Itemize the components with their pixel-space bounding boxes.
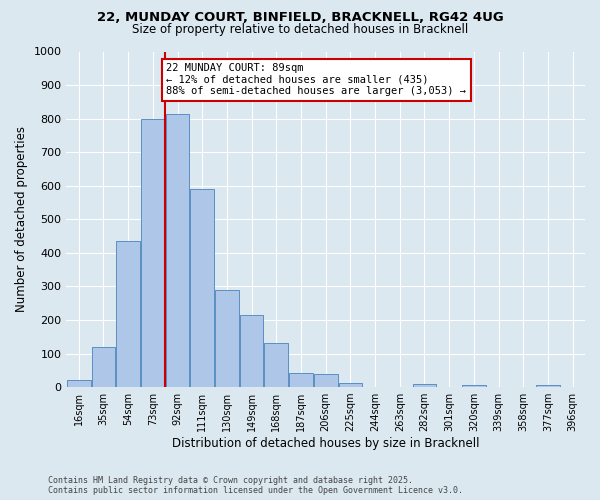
Bar (240, 315, 263, 387)
Bar (166, 114, 190, 387)
Text: Size of property relative to detached houses in Bracknell: Size of property relative to detached ho… (132, 22, 468, 36)
Text: 22, MUNDAY COURT, BINFIELD, BRACKNELL, RG42 4UG: 22, MUNDAY COURT, BINFIELD, BRACKNELL, R… (97, 11, 503, 24)
Y-axis label: Number of detached properties: Number of detached properties (15, 126, 28, 312)
Bar (92, 347, 115, 387)
Bar (265, 344, 288, 387)
Bar (314, 374, 338, 387)
Bar (141, 118, 164, 387)
Bar (536, 386, 560, 387)
Bar (338, 382, 362, 387)
Bar (67, 380, 91, 387)
Bar (413, 384, 436, 387)
Bar (190, 189, 214, 387)
Bar (116, 241, 140, 387)
Bar (215, 290, 239, 387)
Text: Contains HM Land Registry data © Crown copyright and database right 2025.
Contai: Contains HM Land Registry data © Crown c… (48, 476, 463, 495)
X-axis label: Distribution of detached houses by size in Bracknell: Distribution of detached houses by size … (172, 437, 479, 450)
Bar (462, 386, 486, 387)
Text: 22 MUNDAY COURT: 89sqm
← 12% of detached houses are smaller (435)
88% of semi-de: 22 MUNDAY COURT: 89sqm ← 12% of detached… (166, 63, 466, 96)
Bar (289, 373, 313, 387)
